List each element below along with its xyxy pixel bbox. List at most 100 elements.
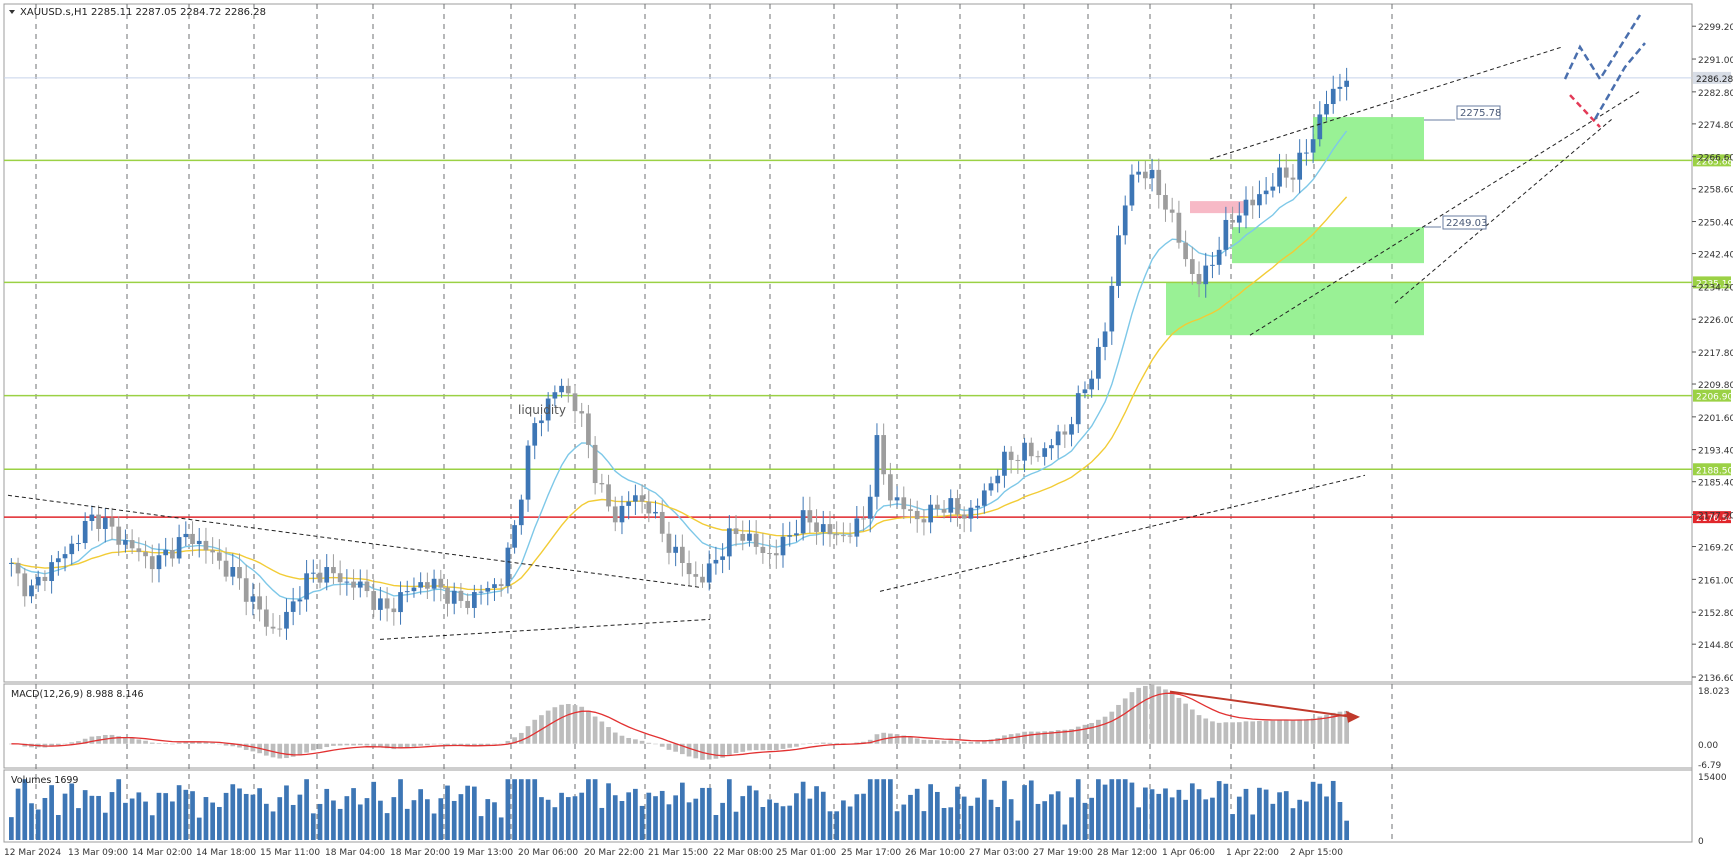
volume-bar bbox=[981, 779, 987, 840]
candle-body bbox=[941, 509, 947, 513]
candle-body bbox=[22, 573, 28, 597]
channel-inner-line[interactable] bbox=[1394, 118, 1613, 304]
candle-body bbox=[492, 584, 497, 588]
macd-hist-bar bbox=[881, 732, 887, 744]
volume-bar bbox=[747, 785, 752, 840]
volume-bar bbox=[116, 779, 122, 840]
macd-hist-bar bbox=[9, 743, 14, 745]
macd-hist-bar bbox=[747, 743, 752, 751]
macd-hist-bar bbox=[223, 743, 229, 746]
divergence-arrow[interactable] bbox=[1169, 690, 1353, 718]
triangle-support-line[interactable] bbox=[379, 618, 711, 640]
volume-bar bbox=[1216, 781, 1222, 840]
candle-body bbox=[1337, 86, 1343, 89]
macd-hist-bar bbox=[217, 743, 222, 745]
macd-hist-bar bbox=[357, 743, 363, 746]
volume-bar bbox=[673, 795, 678, 840]
candle-body bbox=[69, 543, 75, 555]
candle-body bbox=[1156, 169, 1162, 196]
candle-body bbox=[62, 554, 68, 559]
price-tick-16: 2169.20 bbox=[1698, 544, 1733, 554]
macd-hist-bar bbox=[619, 735, 625, 744]
time-tick-20: 2 Apr 15:00 bbox=[1290, 848, 1343, 858]
volume-bar bbox=[149, 815, 155, 840]
macd-hist-bar bbox=[324, 743, 330, 748]
macd-hist-bar bbox=[948, 740, 954, 744]
volume-bar bbox=[1035, 803, 1041, 840]
candle-body bbox=[1196, 273, 1202, 285]
candle-body bbox=[666, 533, 672, 553]
macd-hist-bar bbox=[1183, 703, 1188, 744]
level-tag-3 bbox=[1693, 463, 1731, 476]
candle-body bbox=[787, 535, 793, 537]
candle-body bbox=[545, 398, 551, 421]
candle-body bbox=[1142, 171, 1148, 179]
price-tick-0: 2299.20 bbox=[1698, 23, 1733, 33]
macd-hist-bar bbox=[203, 742, 209, 744]
volume-bar bbox=[344, 796, 350, 840]
macd-hist-bar bbox=[431, 743, 437, 745]
macd-hist-bar bbox=[82, 738, 88, 744]
candle-body bbox=[532, 423, 538, 446]
level-label-2: 2206.90 bbox=[1696, 393, 1733, 403]
trendlines-layer bbox=[7, 14, 1646, 640]
volume-bar bbox=[1230, 814, 1235, 840]
macd-signal-line bbox=[11, 692, 1347, 757]
volume-bar bbox=[814, 786, 819, 840]
volume-bar bbox=[1042, 801, 1048, 840]
ascending-support-line[interactable] bbox=[879, 474, 1366, 592]
candle-body bbox=[391, 608, 397, 613]
volume-bar bbox=[310, 813, 316, 840]
candle-body bbox=[592, 444, 598, 484]
volume-bar bbox=[1089, 797, 1095, 840]
time-tick-3: 14 Mar 18:00 bbox=[196, 848, 256, 858]
macd-hist-bar bbox=[69, 742, 75, 744]
volume-bar bbox=[894, 811, 900, 840]
candle-body bbox=[196, 540, 202, 545]
volume-bar bbox=[129, 798, 135, 840]
candle-body bbox=[780, 536, 786, 556]
volume-bar bbox=[210, 802, 216, 840]
volume-bar bbox=[9, 817, 14, 840]
descending-trendline[interactable] bbox=[7, 494, 701, 588]
time-tick-7: 19 Mar 13:00 bbox=[453, 848, 513, 858]
candle-body bbox=[1263, 190, 1269, 195]
volume-bar bbox=[901, 804, 907, 840]
time-tick-6: 18 Mar 20:00 bbox=[390, 848, 450, 858]
chevron-down-icon[interactable] bbox=[9, 10, 15, 14]
volume-bar bbox=[955, 786, 960, 840]
macd-hist-bar bbox=[243, 743, 249, 750]
candle-body bbox=[1069, 424, 1074, 435]
price-tick-17: 2161.00 bbox=[1698, 576, 1733, 586]
candle-body bbox=[1344, 80, 1349, 87]
candle-body bbox=[1297, 152, 1303, 180]
price-tick-4: 2266.60 bbox=[1698, 154, 1733, 164]
candle-body bbox=[995, 475, 1001, 484]
supply-zone bbox=[1190, 201, 1245, 214]
macd-hist-bar bbox=[170, 743, 175, 745]
candle-body bbox=[411, 587, 417, 592]
candle-body bbox=[1257, 194, 1262, 206]
volume-bar bbox=[888, 779, 893, 840]
projection-path-up[interactable] bbox=[1563, 14, 1642, 82]
candle-body bbox=[693, 574, 699, 577]
volume-bar bbox=[284, 785, 289, 840]
volume-bar bbox=[109, 792, 115, 840]
price-tick-18: 2152.80 bbox=[1698, 609, 1733, 619]
candle-body bbox=[42, 576, 48, 582]
macd-hist-bar bbox=[1203, 718, 1209, 744]
projection-path-alt[interactable] bbox=[1593, 42, 1646, 120]
candle-body bbox=[639, 495, 645, 502]
channel-resistance-line[interactable] bbox=[1209, 46, 1563, 160]
macd-hist-bar bbox=[62, 743, 68, 745]
volume-bar bbox=[854, 794, 860, 840]
volume-bar bbox=[371, 781, 377, 840]
candle-body bbox=[914, 510, 920, 520]
volume-bar bbox=[1028, 780, 1034, 840]
candle-body bbox=[713, 559, 719, 564]
candle-body bbox=[1089, 378, 1095, 390]
candle-body bbox=[210, 550, 216, 553]
macd-hist-bar bbox=[961, 741, 967, 744]
volume-bar bbox=[532, 779, 538, 840]
projection-path-down[interactable] bbox=[1569, 94, 1601, 128]
